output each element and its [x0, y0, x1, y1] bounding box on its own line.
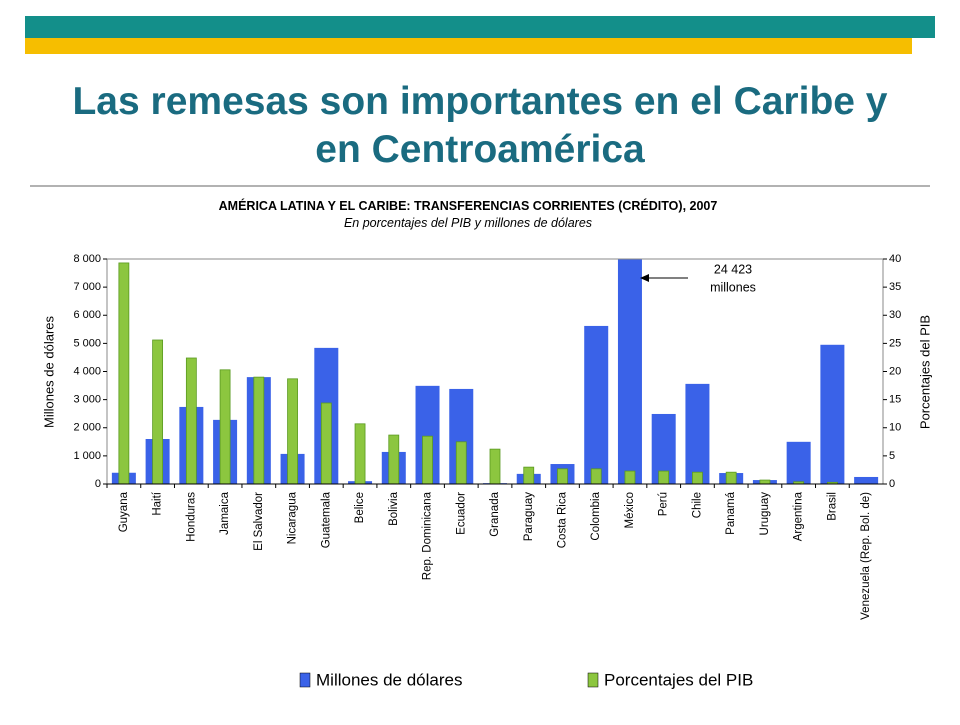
y2-tick-label: 0: [889, 478, 895, 490]
legend-label: Porcentajes del PIB: [604, 670, 753, 689]
x-tick-label: Paraguay: [523, 492, 535, 541]
bar: [523, 466, 535, 485]
y2-tick-label: 20: [889, 365, 901, 377]
x-tick-label: Haití: [152, 491, 164, 515]
x-tick-label: Honduras: [185, 492, 197, 542]
bar: [624, 470, 636, 485]
bar: [152, 339, 164, 485]
x-tick-label: Argentina: [793, 491, 805, 541]
x-tick-label: Granada: [489, 491, 501, 536]
bar: [422, 435, 433, 485]
bar: [725, 471, 737, 485]
y-tick-label: 3 000: [73, 394, 101, 406]
y-tick-label: 6 000: [73, 309, 101, 321]
y-tick-label: 8 000: [73, 253, 101, 265]
bars: [111, 259, 879, 485]
bar: [320, 402, 332, 485]
x-tick-label: Ecuador: [455, 492, 467, 535]
y2-tick-label: 10: [889, 422, 901, 434]
header-stripe: [25, 38, 912, 54]
bar: [692, 471, 703, 485]
x-tick-label: Nicaragua: [287, 491, 299, 544]
chart-title: AMÉRICA LATINA Y EL CARIBE: TRANSFERENCI…: [219, 198, 718, 213]
legend-label: Millones de dólares: [316, 670, 462, 689]
bar: [557, 468, 568, 485]
x-tick-label: Panamá: [725, 491, 737, 534]
bar: [759, 479, 771, 485]
plot: [111, 259, 879, 485]
bar: [685, 383, 710, 484]
x-tick-label: Rep. Dominicana: [422, 491, 434, 580]
y-tick-label: 0: [95, 478, 101, 490]
bar: [617, 259, 642, 484]
x-tick-label: Perú: [658, 492, 670, 516]
x-tick-label: Uruguay: [759, 492, 771, 536]
x-tick-label: Costa Rica: [557, 491, 569, 548]
x-tick-label: México: [624, 492, 636, 528]
y2-tick-label: 5: [889, 450, 895, 462]
bar: [820, 344, 845, 484]
annotation-arrowhead: [640, 274, 649, 282]
bar: [584, 325, 609, 484]
x-tick-label: Guatemala: [320, 491, 332, 548]
bar: [219, 369, 231, 485]
annotation: 24 423: [714, 262, 752, 276]
y2-tick-label: 25: [889, 337, 901, 349]
bar: [786, 441, 811, 484]
y-tick-label: 5 000: [73, 337, 101, 349]
slide-title: Las remesas son importantes en el Caribe…: [72, 80, 887, 123]
x-tick-label: Belice: [354, 492, 366, 523]
header-stripe: [25, 16, 935, 38]
bar: [185, 357, 197, 485]
legend-swatch: [299, 672, 311, 688]
y2-tick-label: 15: [889, 394, 901, 406]
y-tick-label: 7 000: [73, 281, 101, 293]
bar: [253, 376, 265, 485]
x-tick-label: Jamaica: [219, 491, 231, 534]
annotation: millones: [710, 280, 756, 294]
legend-swatch: [587, 672, 599, 688]
x-tick-label: Colombia: [590, 491, 602, 540]
x-tick-label: Chile: [691, 492, 703, 518]
chart-subtitle: En porcentajes del PIB y millones de dól…: [344, 216, 592, 230]
y-tick-label: 2 000: [73, 422, 101, 434]
bar: [354, 423, 366, 485]
x-tick-label: Venezuela (Rep. Bol. de): [860, 492, 872, 620]
x-tick-label: Guyana: [118, 491, 130, 532]
bar: [590, 468, 602, 485]
bar: [489, 448, 501, 485]
y-axis-label: Millones de dólares: [41, 316, 56, 429]
y2-tick-label: 30: [889, 309, 901, 321]
bar: [854, 476, 879, 484]
bar: [118, 262, 130, 485]
x-tick-label: Brasil: [826, 492, 838, 521]
y-tick-label: 4 000: [73, 365, 101, 377]
y2-tick-label: 35: [889, 281, 901, 293]
bar: [455, 441, 467, 485]
x-tick-label: El Salvador: [253, 492, 265, 551]
bar: [658, 470, 670, 485]
bar: [287, 378, 298, 485]
y2-axis-label: Porcentajes del PIB: [917, 315, 932, 429]
bar: [388, 434, 400, 485]
y-tick-label: 1 000: [73, 450, 101, 462]
slide-title: en Centroamérica: [315, 128, 645, 171]
y2-tick-label: 40: [889, 253, 901, 265]
x-tick-label: Bolivia: [388, 491, 400, 525]
